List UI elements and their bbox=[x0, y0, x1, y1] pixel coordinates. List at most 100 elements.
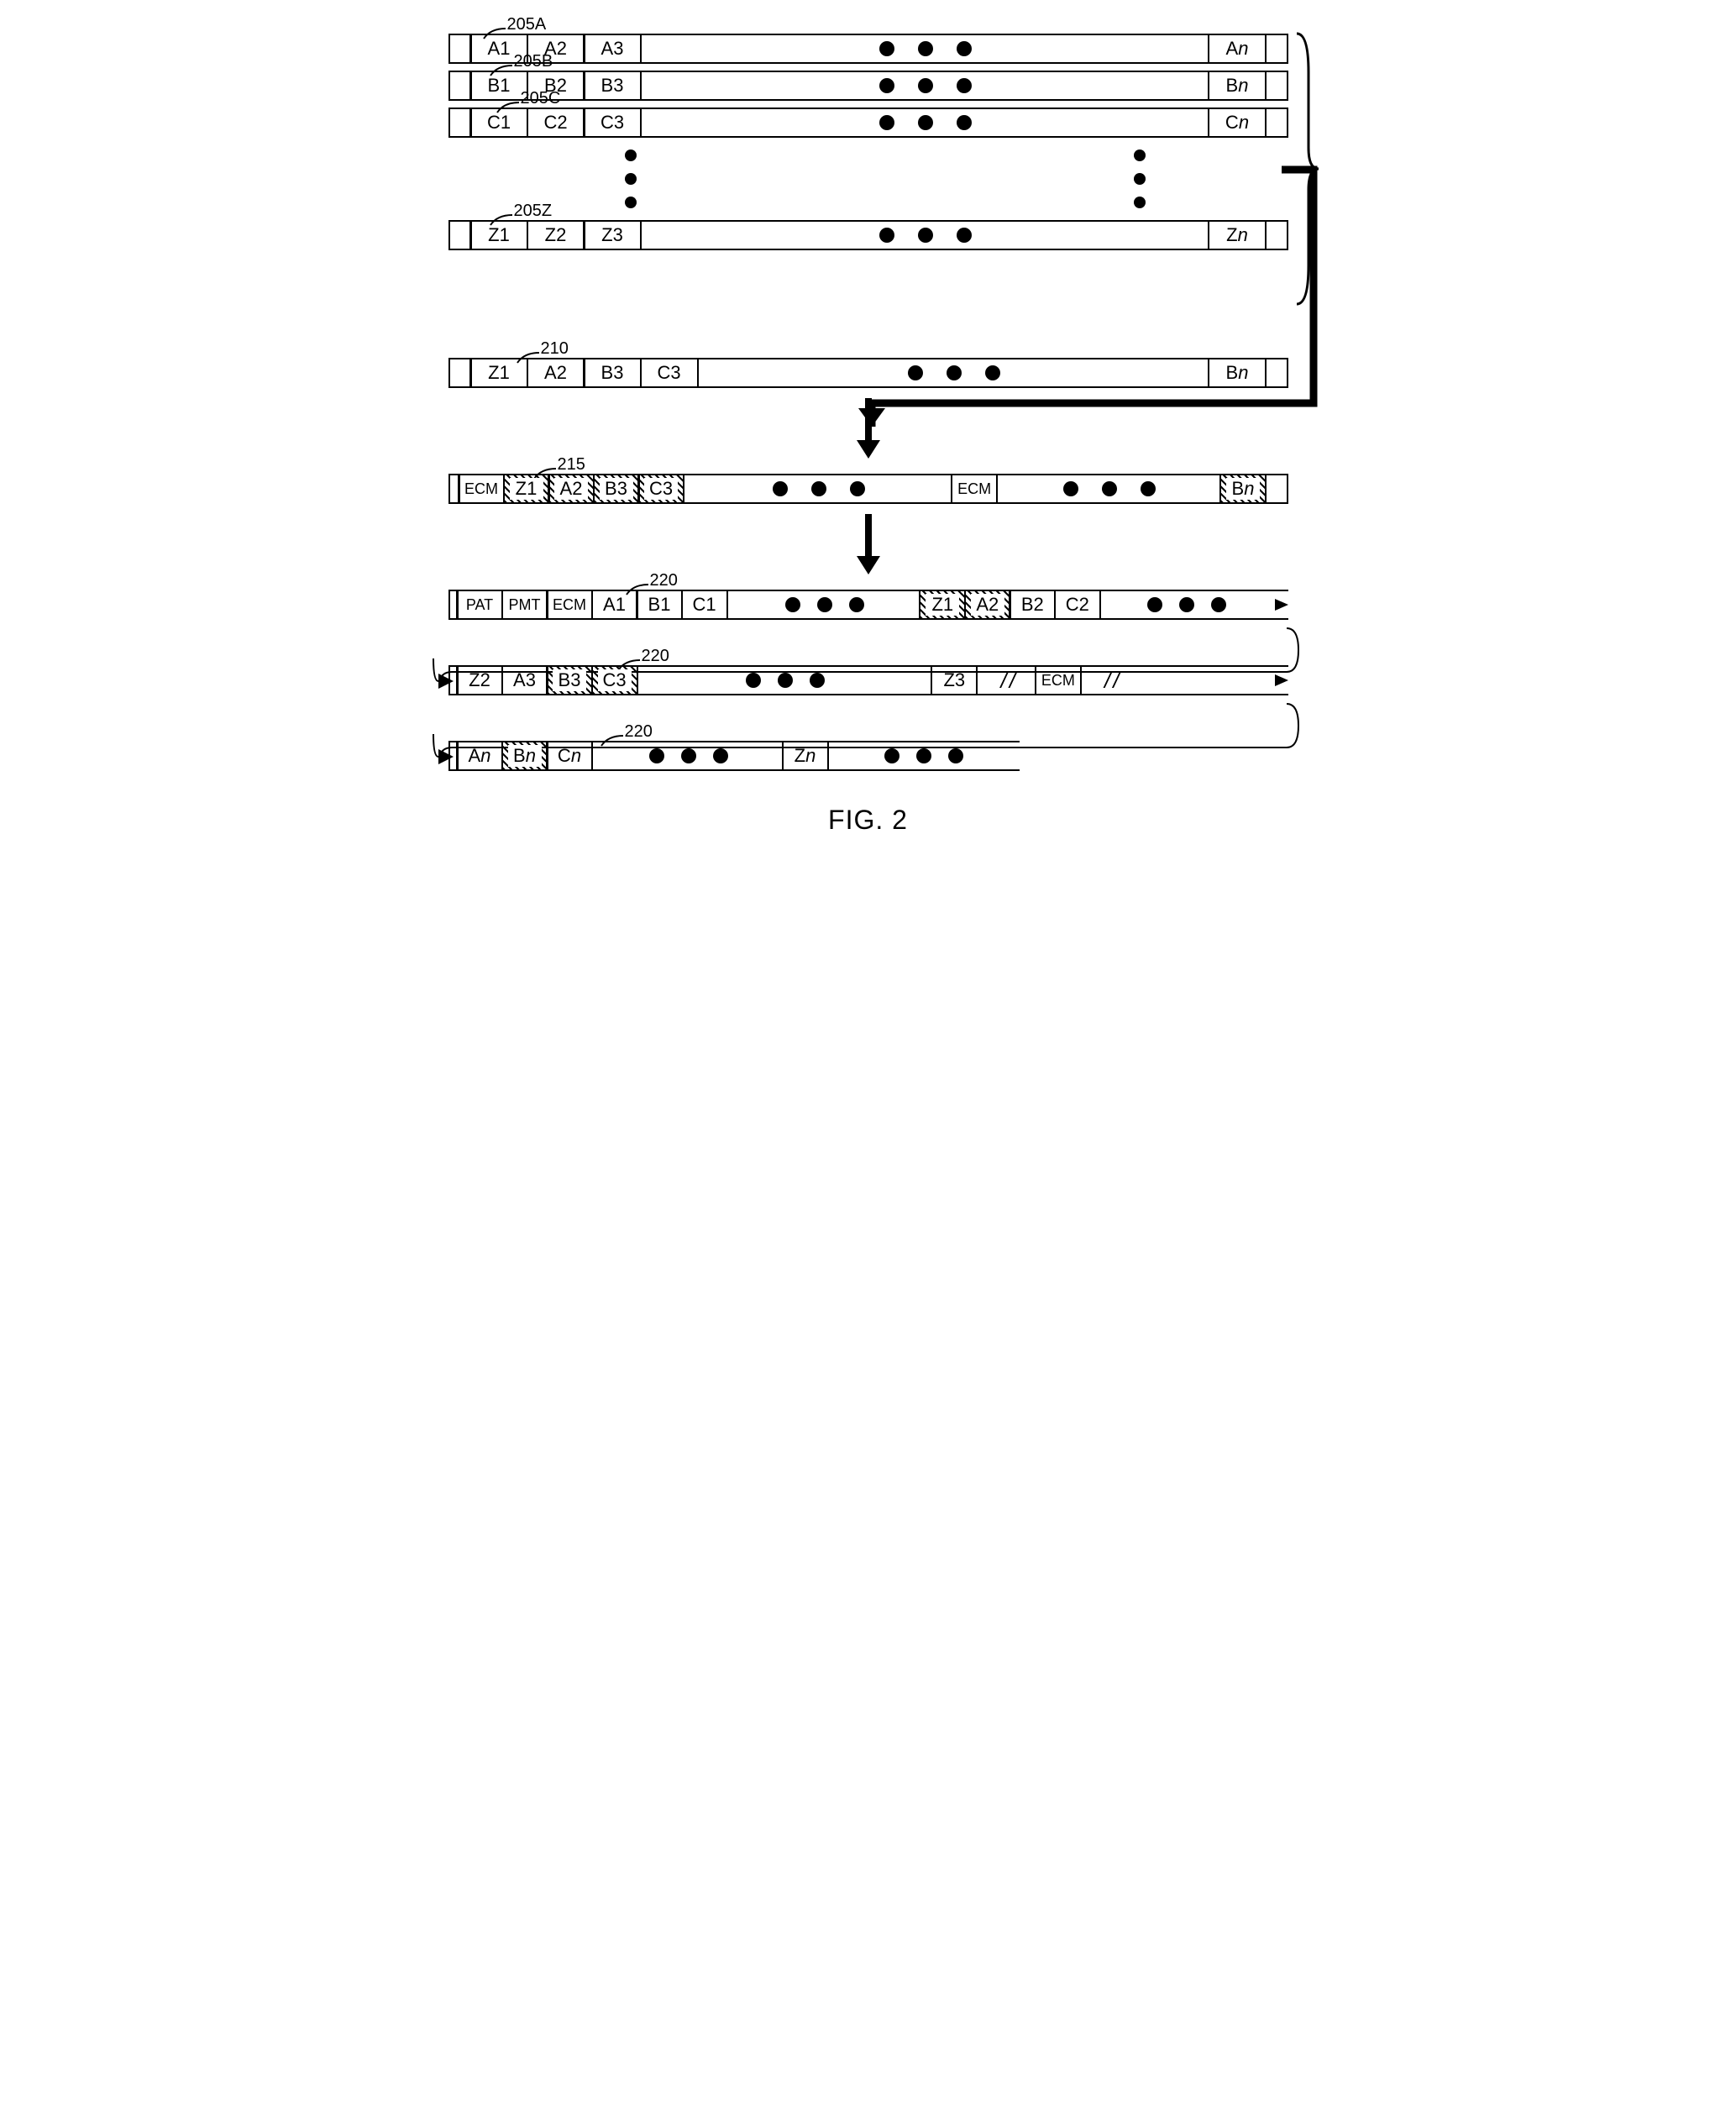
cell: C3 bbox=[640, 359, 699, 386]
callout-210: 210 bbox=[541, 339, 569, 359]
figure-2: 205A A1 A2 A3 An 205B B1 B2 bbox=[448, 34, 1288, 836]
cell-hatched: Z1 bbox=[919, 591, 966, 618]
cell-Z2: Z2 bbox=[527, 222, 585, 249]
stream-205B-wrap: 205B B1 B2 B3 Bn bbox=[448, 71, 1288, 101]
gap bbox=[638, 667, 933, 694]
cell-pat: PAT bbox=[456, 591, 503, 618]
figure-label: FIG. 2 bbox=[448, 805, 1288, 836]
cell: A3 bbox=[501, 667, 548, 694]
cell-Z3: Z3 bbox=[583, 222, 642, 249]
continuation-arrow-out bbox=[1273, 591, 1288, 618]
stream-220b: Z2 A3 B3 C3 Z3 / / ECM / / bbox=[448, 665, 1288, 695]
arrow-215-to-220 bbox=[448, 514, 1288, 574]
cell-An: An bbox=[456, 742, 503, 769]
cell-hatched: B3 bbox=[546, 667, 593, 694]
cell: C2 bbox=[1054, 591, 1101, 618]
stream-205A-wrap: 205A A1 A2 A3 An bbox=[448, 34, 1288, 64]
tail-cell bbox=[1265, 222, 1288, 249]
gap bbox=[998, 475, 1221, 502]
stream-220a: PAT PMT ECM A1 B1 C1 Z1 A2 B2 C2 bbox=[448, 590, 1288, 620]
gap bbox=[684, 475, 953, 502]
callout-205Z: 205Z bbox=[514, 202, 553, 221]
break-mark: / / bbox=[1082, 667, 1141, 694]
gap bbox=[728, 591, 921, 618]
cell-hatched: A2 bbox=[548, 475, 595, 502]
lead-cell bbox=[448, 359, 472, 386]
tail-cell bbox=[1265, 109, 1288, 136]
callout-215: 215 bbox=[558, 455, 585, 475]
stream-220b-wrap: 220 Z2 A3 B3 C3 Z3 / / ECM / / bbox=[448, 665, 1288, 695]
arrow-210-to-215 bbox=[448, 398, 1288, 459]
vdots-right bbox=[1134, 150, 1146, 208]
stream-215: ECM Z1 A2 B3 C3 ECM Bn bbox=[448, 474, 1288, 504]
cell-hatched-Bn: Bn bbox=[501, 742, 548, 769]
cell-hatched-Bn: Bn bbox=[1219, 475, 1267, 502]
stream-205Z: Z1 Z2 Z3 Zn bbox=[448, 220, 1288, 250]
cell: Z1 bbox=[469, 359, 528, 386]
stream-220c: An Bn Cn Zn bbox=[448, 741, 1020, 771]
callout-205A: 205A bbox=[507, 15, 547, 34]
cell: A2 bbox=[527, 359, 585, 386]
cell-ecm: ECM bbox=[458, 475, 505, 502]
callout-220b: 220 bbox=[642, 647, 669, 666]
cell-Cn: Cn bbox=[546, 742, 593, 769]
tail-cell bbox=[1265, 475, 1288, 502]
stream-205Z-wrap: 205Z Z1 Z2 Z3 Zn bbox=[448, 220, 1288, 250]
cell-hatched: A2 bbox=[964, 591, 1011, 618]
cell-hatched: C3 bbox=[637, 475, 684, 502]
gap bbox=[1101, 591, 1273, 618]
cell: B2 bbox=[1009, 591, 1056, 618]
cell-ecm: ECM bbox=[951, 475, 998, 502]
stream-210-wrap: 210 Z1 A2 B3 C3 Bn bbox=[448, 358, 1288, 388]
cell-A3: A3 bbox=[583, 35, 642, 62]
cell-Bn: Bn bbox=[1208, 72, 1267, 99]
break-mark: / / bbox=[978, 667, 1036, 694]
lead-cell bbox=[448, 109, 472, 136]
cell: B1 bbox=[636, 591, 683, 618]
callout-205B: 205B bbox=[514, 52, 553, 71]
lead-cell bbox=[448, 222, 472, 249]
cell: Z2 bbox=[456, 667, 503, 694]
stream-220c-wrap: 220 An Bn Cn Zn bbox=[448, 741, 1288, 771]
cell-hatched: Z1 bbox=[503, 475, 550, 502]
lead-cell bbox=[448, 72, 472, 99]
cell: C1 bbox=[681, 591, 728, 618]
cell-Zn: Zn bbox=[1208, 222, 1267, 249]
cell-pmt: PMT bbox=[501, 591, 548, 618]
brace-icon bbox=[1295, 30, 1320, 307]
cell-B1: B1 bbox=[469, 72, 528, 99]
cell-Bn: Bn bbox=[1208, 359, 1267, 386]
gap bbox=[699, 359, 1210, 386]
gap bbox=[642, 109, 1210, 136]
callout-205C: 205C bbox=[521, 89, 561, 108]
callout-220a: 220 bbox=[650, 571, 678, 590]
cell-ecm: ECM bbox=[546, 591, 593, 618]
lead-cell bbox=[448, 35, 472, 62]
stream-215-wrap: 215 ECM Z1 A2 B3 C3 ECM Bn bbox=[448, 474, 1288, 504]
cell-B3: B3 bbox=[583, 72, 642, 99]
gap bbox=[642, 72, 1210, 99]
input-streams-group: 205A A1 A2 A3 An 205B B1 B2 bbox=[448, 34, 1288, 250]
gap bbox=[642, 222, 1210, 249]
tail-cell bbox=[1265, 72, 1288, 99]
cell-Cn: Cn bbox=[1208, 109, 1267, 136]
continuation-arrow-out bbox=[1141, 667, 1288, 694]
stream-205B: B1 B2 B3 Bn bbox=[448, 71, 1288, 101]
cell: A1 bbox=[591, 591, 638, 618]
cell-C1: C1 bbox=[469, 109, 528, 136]
cell: B3 bbox=[583, 359, 642, 386]
tail-cell bbox=[1265, 359, 1288, 386]
tail-cell bbox=[1265, 35, 1288, 62]
gap bbox=[642, 35, 1210, 62]
callout-220c: 220 bbox=[625, 722, 653, 742]
stream-210: Z1 A2 B3 C3 Bn bbox=[448, 358, 1288, 388]
cell-hatched: B3 bbox=[593, 475, 640, 502]
cell-C2: C2 bbox=[527, 109, 585, 136]
vertical-ellipsis-row bbox=[448, 144, 1288, 213]
cell-C3: C3 bbox=[583, 109, 642, 136]
vdots-left bbox=[625, 150, 637, 208]
stream-205C-wrap: 205C C1 C2 C3 Cn bbox=[448, 108, 1288, 138]
cell-ecm: ECM bbox=[1035, 667, 1082, 694]
cell-hatched: C3 bbox=[591, 667, 638, 694]
stream-205C: C1 C2 C3 Cn bbox=[448, 108, 1288, 138]
